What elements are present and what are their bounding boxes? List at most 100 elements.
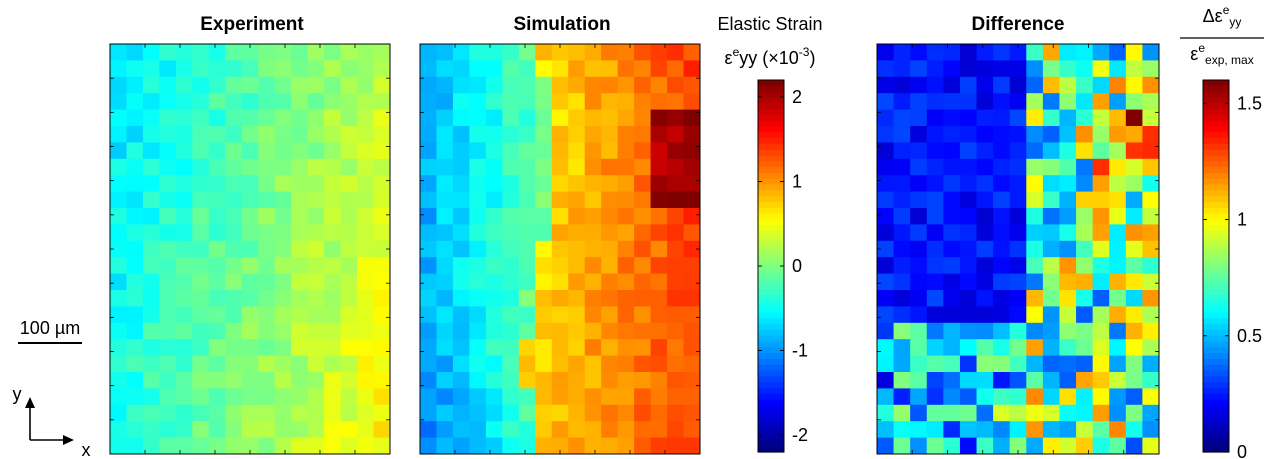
difference-colorbar-segment bbox=[1203, 382, 1229, 389]
simulation-cell bbox=[535, 126, 553, 143]
experiment-cell bbox=[324, 355, 342, 373]
difference-cell bbox=[976, 273, 994, 291]
difference-cell bbox=[993, 60, 1011, 78]
difference-cell bbox=[1109, 191, 1127, 209]
simulation-cell bbox=[535, 388, 553, 406]
experiment-cell bbox=[258, 322, 276, 340]
experiment-cell bbox=[159, 109, 177, 127]
simulation-cell bbox=[634, 372, 652, 389]
difference-colorbar-segment bbox=[1203, 405, 1229, 412]
difference-cell bbox=[959, 240, 978, 258]
experiment-cell bbox=[175, 126, 193, 143]
difference-cell bbox=[1092, 290, 1110, 307]
simulation-cell bbox=[420, 240, 437, 258]
difference-cell bbox=[1026, 44, 1044, 61]
strain-colorbar-tick-label: 2 bbox=[792, 87, 802, 107]
experiment-cell bbox=[241, 437, 259, 455]
difference-cell bbox=[910, 60, 928, 78]
simulation-cell bbox=[683, 339, 701, 357]
simulation-cell bbox=[518, 158, 536, 176]
simulation-cell bbox=[518, 109, 536, 127]
difference-cell bbox=[1092, 208, 1110, 225]
difference-cell bbox=[1059, 355, 1077, 373]
experiment-cell bbox=[175, 372, 193, 389]
strain-colorbar-segment bbox=[758, 236, 784, 244]
strain-colorbar-segment bbox=[758, 312, 784, 319]
experiment-cell bbox=[291, 355, 309, 373]
simulation-cell bbox=[436, 76, 454, 94]
experiment-cell bbox=[373, 322, 391, 340]
simulation-cell bbox=[601, 60, 619, 78]
difference-cell bbox=[993, 355, 1011, 373]
strain-colorbar-segment bbox=[758, 196, 784, 203]
difference-cell bbox=[893, 93, 911, 111]
difference-cell bbox=[893, 388, 911, 406]
experiment-cell bbox=[225, 257, 243, 275]
experiment-cell bbox=[373, 273, 391, 291]
difference-cell bbox=[926, 158, 944, 176]
experiment-cell bbox=[324, 372, 342, 389]
difference-cell bbox=[1059, 142, 1077, 160]
experiment-cell bbox=[258, 126, 276, 143]
experiment-cell bbox=[324, 273, 342, 291]
strain-colorbar-segment bbox=[758, 364, 784, 372]
difference-cell bbox=[910, 224, 928, 242]
difference-cell bbox=[1009, 273, 1027, 291]
simulation-cell bbox=[452, 191, 470, 209]
simulation-cell bbox=[485, 273, 503, 291]
experiment-cell bbox=[110, 355, 127, 373]
difference-cell bbox=[1109, 224, 1127, 242]
experiment-cell bbox=[159, 76, 177, 94]
experiment-cell bbox=[175, 44, 193, 61]
difference-colorbar-segment bbox=[1203, 109, 1229, 116]
simulation-cell bbox=[436, 60, 454, 78]
experiment-cell bbox=[110, 191, 127, 209]
simulation-cell bbox=[535, 240, 553, 258]
simulation-cell bbox=[469, 421, 487, 439]
difference-cell bbox=[993, 191, 1011, 209]
difference-cell bbox=[1142, 290, 1160, 307]
simulation-cell bbox=[634, 388, 652, 406]
difference-cell bbox=[976, 421, 994, 439]
experiment-cell bbox=[291, 93, 309, 111]
experiment-cell bbox=[126, 109, 144, 127]
experiment-cell bbox=[225, 273, 243, 291]
experiment-cell bbox=[324, 388, 342, 406]
difference-cell bbox=[1059, 404, 1077, 422]
experiment-cell bbox=[208, 142, 226, 160]
experiment-cell bbox=[192, 273, 210, 291]
experiment-cell bbox=[126, 76, 144, 94]
experiment-cell bbox=[159, 142, 177, 160]
experiment-cell bbox=[126, 273, 144, 291]
simulation-cell bbox=[617, 93, 635, 111]
simulation-cell bbox=[452, 388, 470, 406]
simulation-cell bbox=[568, 175, 586, 193]
experiment-cell bbox=[175, 273, 193, 291]
experiment-cell bbox=[357, 437, 375, 455]
difference-cell bbox=[1109, 339, 1127, 357]
difference-cell bbox=[993, 404, 1011, 422]
experiment-cell bbox=[291, 290, 309, 307]
difference-cell bbox=[1109, 306, 1127, 324]
experiment-cell bbox=[142, 158, 160, 176]
simulation-cell bbox=[634, 224, 652, 242]
experiment-cell bbox=[110, 404, 127, 422]
experiment-cell bbox=[340, 372, 358, 389]
simulation-cell bbox=[469, 175, 487, 193]
difference-cell bbox=[959, 76, 978, 94]
simulation-cell bbox=[452, 208, 470, 225]
strain-colorbar-segment bbox=[758, 300, 784, 308]
experiment-cell bbox=[324, 44, 342, 61]
difference-cell bbox=[1059, 339, 1077, 357]
simulation-cell bbox=[485, 126, 503, 143]
simulation-cell bbox=[617, 142, 635, 160]
experiment-cell bbox=[373, 158, 391, 176]
difference-cell bbox=[926, 306, 944, 324]
experiment-cell bbox=[373, 339, 391, 357]
experiment-cell bbox=[175, 306, 193, 324]
experiment-cell bbox=[324, 404, 342, 422]
difference-colorbar-segment bbox=[1203, 417, 1229, 424]
experiment-cell bbox=[225, 240, 243, 258]
difference-cell bbox=[926, 76, 944, 94]
difference-cell bbox=[1142, 109, 1160, 127]
